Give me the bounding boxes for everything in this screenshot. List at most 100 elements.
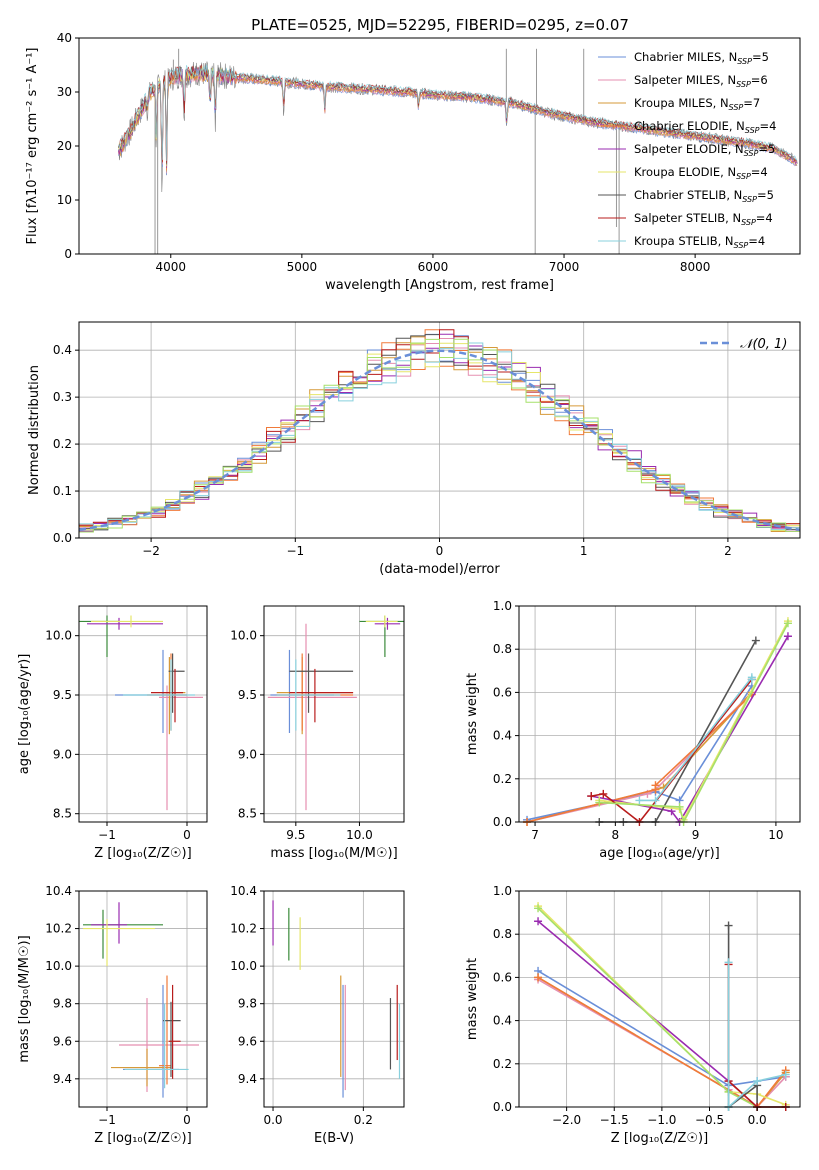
axes-frame <box>518 890 801 1108</box>
series-marker-7 <box>587 792 596 801</box>
errorbar-point-1 <box>87 617 163 630</box>
tick-label-x: −1.0 <box>647 1113 676 1127</box>
axis-title-x: (data-model)/error <box>379 562 500 577</box>
errorbar-point-4 <box>159 685 203 811</box>
series-line-5 <box>599 620 789 822</box>
series-line-9 <box>599 622 789 825</box>
tick-label-y: 10.0 <box>230 959 257 973</box>
axis-title-y: Flux [fλ10⁻¹⁷ erg cm⁻² s⁻¹ A⁻¹] <box>25 48 40 245</box>
tick-label-y: 9.5 <box>53 688 72 702</box>
tick-label-x: 4000 <box>155 260 186 274</box>
tick-label-y: 0.4 <box>493 1014 512 1028</box>
axes-mass-vs-Z: −1 0 9.4 9.6 9.8 10.0 10.2 10.4 Z [log₁₀(Z/Z☉)] m… <box>17 884 208 1146</box>
tick-label-y: 9.8 <box>238 997 257 1011</box>
tick-label-x: −0.5 <box>695 1113 724 1127</box>
tick-label-y: 20 <box>57 139 72 153</box>
plot-area <box>79 329 800 533</box>
plot-area <box>272 900 401 1098</box>
legend-entry: 𝒩(0, 1) <box>740 337 787 352</box>
gaussian-curve <box>79 349 800 532</box>
axes-age-vs-Z: −1 0 8.5 9.0 9.5 10.0 Z [log₁₀(Z/Z☉)] age [log₁… <box>17 605 208 861</box>
legend-entry: Chabrier MILES, NSSP=5 <box>634 50 769 66</box>
tick-label-x: 9 <box>692 828 700 842</box>
tick-label-y: 9.6 <box>238 1034 257 1048</box>
errorbar-point-1 <box>91 902 127 944</box>
tick-label-x: −1 <box>98 828 116 842</box>
series-marker-9 <box>783 619 792 628</box>
axes-residuals: −2 −1 0 1 2 0.0 0.1 0.2 0.3 0.4 (data-model)/error… <box>27 321 801 577</box>
series-marker-9 <box>675 802 684 811</box>
tick-label-x: 10.0 <box>346 828 373 842</box>
tick-label-y: 10.4 <box>230 884 257 898</box>
series-marker-8 <box>635 796 644 805</box>
series-line-4 <box>591 635 789 824</box>
legend: Chabrier MILES, NSSP=5 Salpeter MILES, NS… <box>598 50 776 250</box>
tick-label-x: 1 <box>580 544 588 558</box>
tick-label-y: 8.5 <box>53 807 72 821</box>
tick-label-y: 0.8 <box>493 927 512 941</box>
errorbar-point-4 <box>267 623 357 811</box>
tick-label-x: 0.0 <box>263 1113 282 1127</box>
axis-title-y: mass [log₁₀(M/M☉)] <box>17 935 32 1062</box>
legend-entry: Salpeter STELIB, NSSP=4 <box>634 211 773 227</box>
tick-label-y: 9.8 <box>53 997 72 1011</box>
tick-label-x: −1.5 <box>600 1113 629 1127</box>
axes-mass-weight-vs-Z: −2.0 −1.5 −1.0 −0.5 0.0 0.0 0.2 0.4 0.6 0.8 1.0 Z [… <box>465 884 801 1146</box>
tick-label-x: 7 <box>531 828 539 842</box>
axis-title-x: Z [log₁₀(Z/Z☉)] <box>94 846 191 861</box>
errorbar-point-9 <box>124 1003 189 1089</box>
tick-label-y: 0.4 <box>53 343 72 357</box>
legend-entry: Kroupa STELIB, NSSP=4 <box>634 234 765 250</box>
errorbar-point-9 <box>123 659 195 731</box>
tick-label-y: 10.2 <box>230 922 257 936</box>
tick-label-y: 8.5 <box>238 807 257 821</box>
axis-title-x: age [log₁₀(age/yr)] <box>599 846 720 861</box>
series-marker-9 <box>753 1077 762 1086</box>
errorbar-point-9 <box>276 659 341 731</box>
tick-label-x: 9.5 <box>286 828 305 842</box>
tick-label-y: 0.8 <box>493 642 512 656</box>
tick-label-y: 0.4 <box>493 729 512 743</box>
series-marker-6 <box>751 636 760 645</box>
tick-label-y: 0.0 <box>493 815 512 829</box>
plot-area <box>83 902 199 1098</box>
tick-label-x: 0.2 <box>354 1113 373 1127</box>
tick-label-x: 0 <box>183 828 191 842</box>
tick-label-y: 9.6 <box>53 1034 72 1048</box>
tick-label-x: 2 <box>724 544 732 558</box>
tick-label-y: 10.0 <box>45 629 72 643</box>
tick-label-y: 0.2 <box>493 772 512 786</box>
series-marker-3 <box>534 973 543 982</box>
tick-label-x: 0.0 <box>748 1113 767 1127</box>
axes-age-vs-mass: 9.5 10.0 8.5 9.0 9.5 10.0 mass [log₁₀(M/M☉)] <box>230 605 405 861</box>
errorbar-point-8 <box>168 984 181 1079</box>
axis-title-y: mass weight <box>465 673 480 755</box>
tick-label-y: 0.0 <box>493 1100 512 1114</box>
series-line-0 <box>537 970 786 1087</box>
tick-label-y: 0 <box>64 247 72 261</box>
errorbar-point-1 <box>374 617 401 630</box>
legend-entry: Salpeter MILES, NSSP=6 <box>634 73 768 89</box>
axis-title-x: mass [log₁₀(M/M☉)] <box>270 846 397 861</box>
axes-frame <box>518 605 801 823</box>
tick-label-x: 0 <box>183 1113 191 1127</box>
tick-label-y: 9.0 <box>53 747 72 761</box>
series-marker-7 <box>724 921 733 930</box>
tick-label-y: 9.5 <box>238 688 257 702</box>
tick-label-y: 0.1 <box>53 484 72 498</box>
tick-label-y: 0.0 <box>53 531 72 545</box>
tick-label-x: 7000 <box>549 260 580 274</box>
errorbar-point-3 <box>115 649 187 733</box>
tick-label-y: 10.2 <box>45 922 72 936</box>
errorbar-point-2 <box>91 615 163 628</box>
axes-frame <box>263 890 405 1108</box>
tick-label-y: 40 <box>57 31 72 45</box>
plot-area <box>267 615 404 811</box>
errorbar-point-2 <box>365 615 398 628</box>
errorbar-point-0 <box>83 909 163 959</box>
spectrum-model-8 <box>118 64 798 161</box>
tick-label-x: 8 <box>612 828 620 842</box>
axes-spectrum: 4000 5000 6000 7000 8000 0 10 20 30 40 wavelength … <box>25 31 801 293</box>
axis-title-y: Normed distribution <box>27 365 42 495</box>
tick-label-y: 10.0 <box>45 959 72 973</box>
